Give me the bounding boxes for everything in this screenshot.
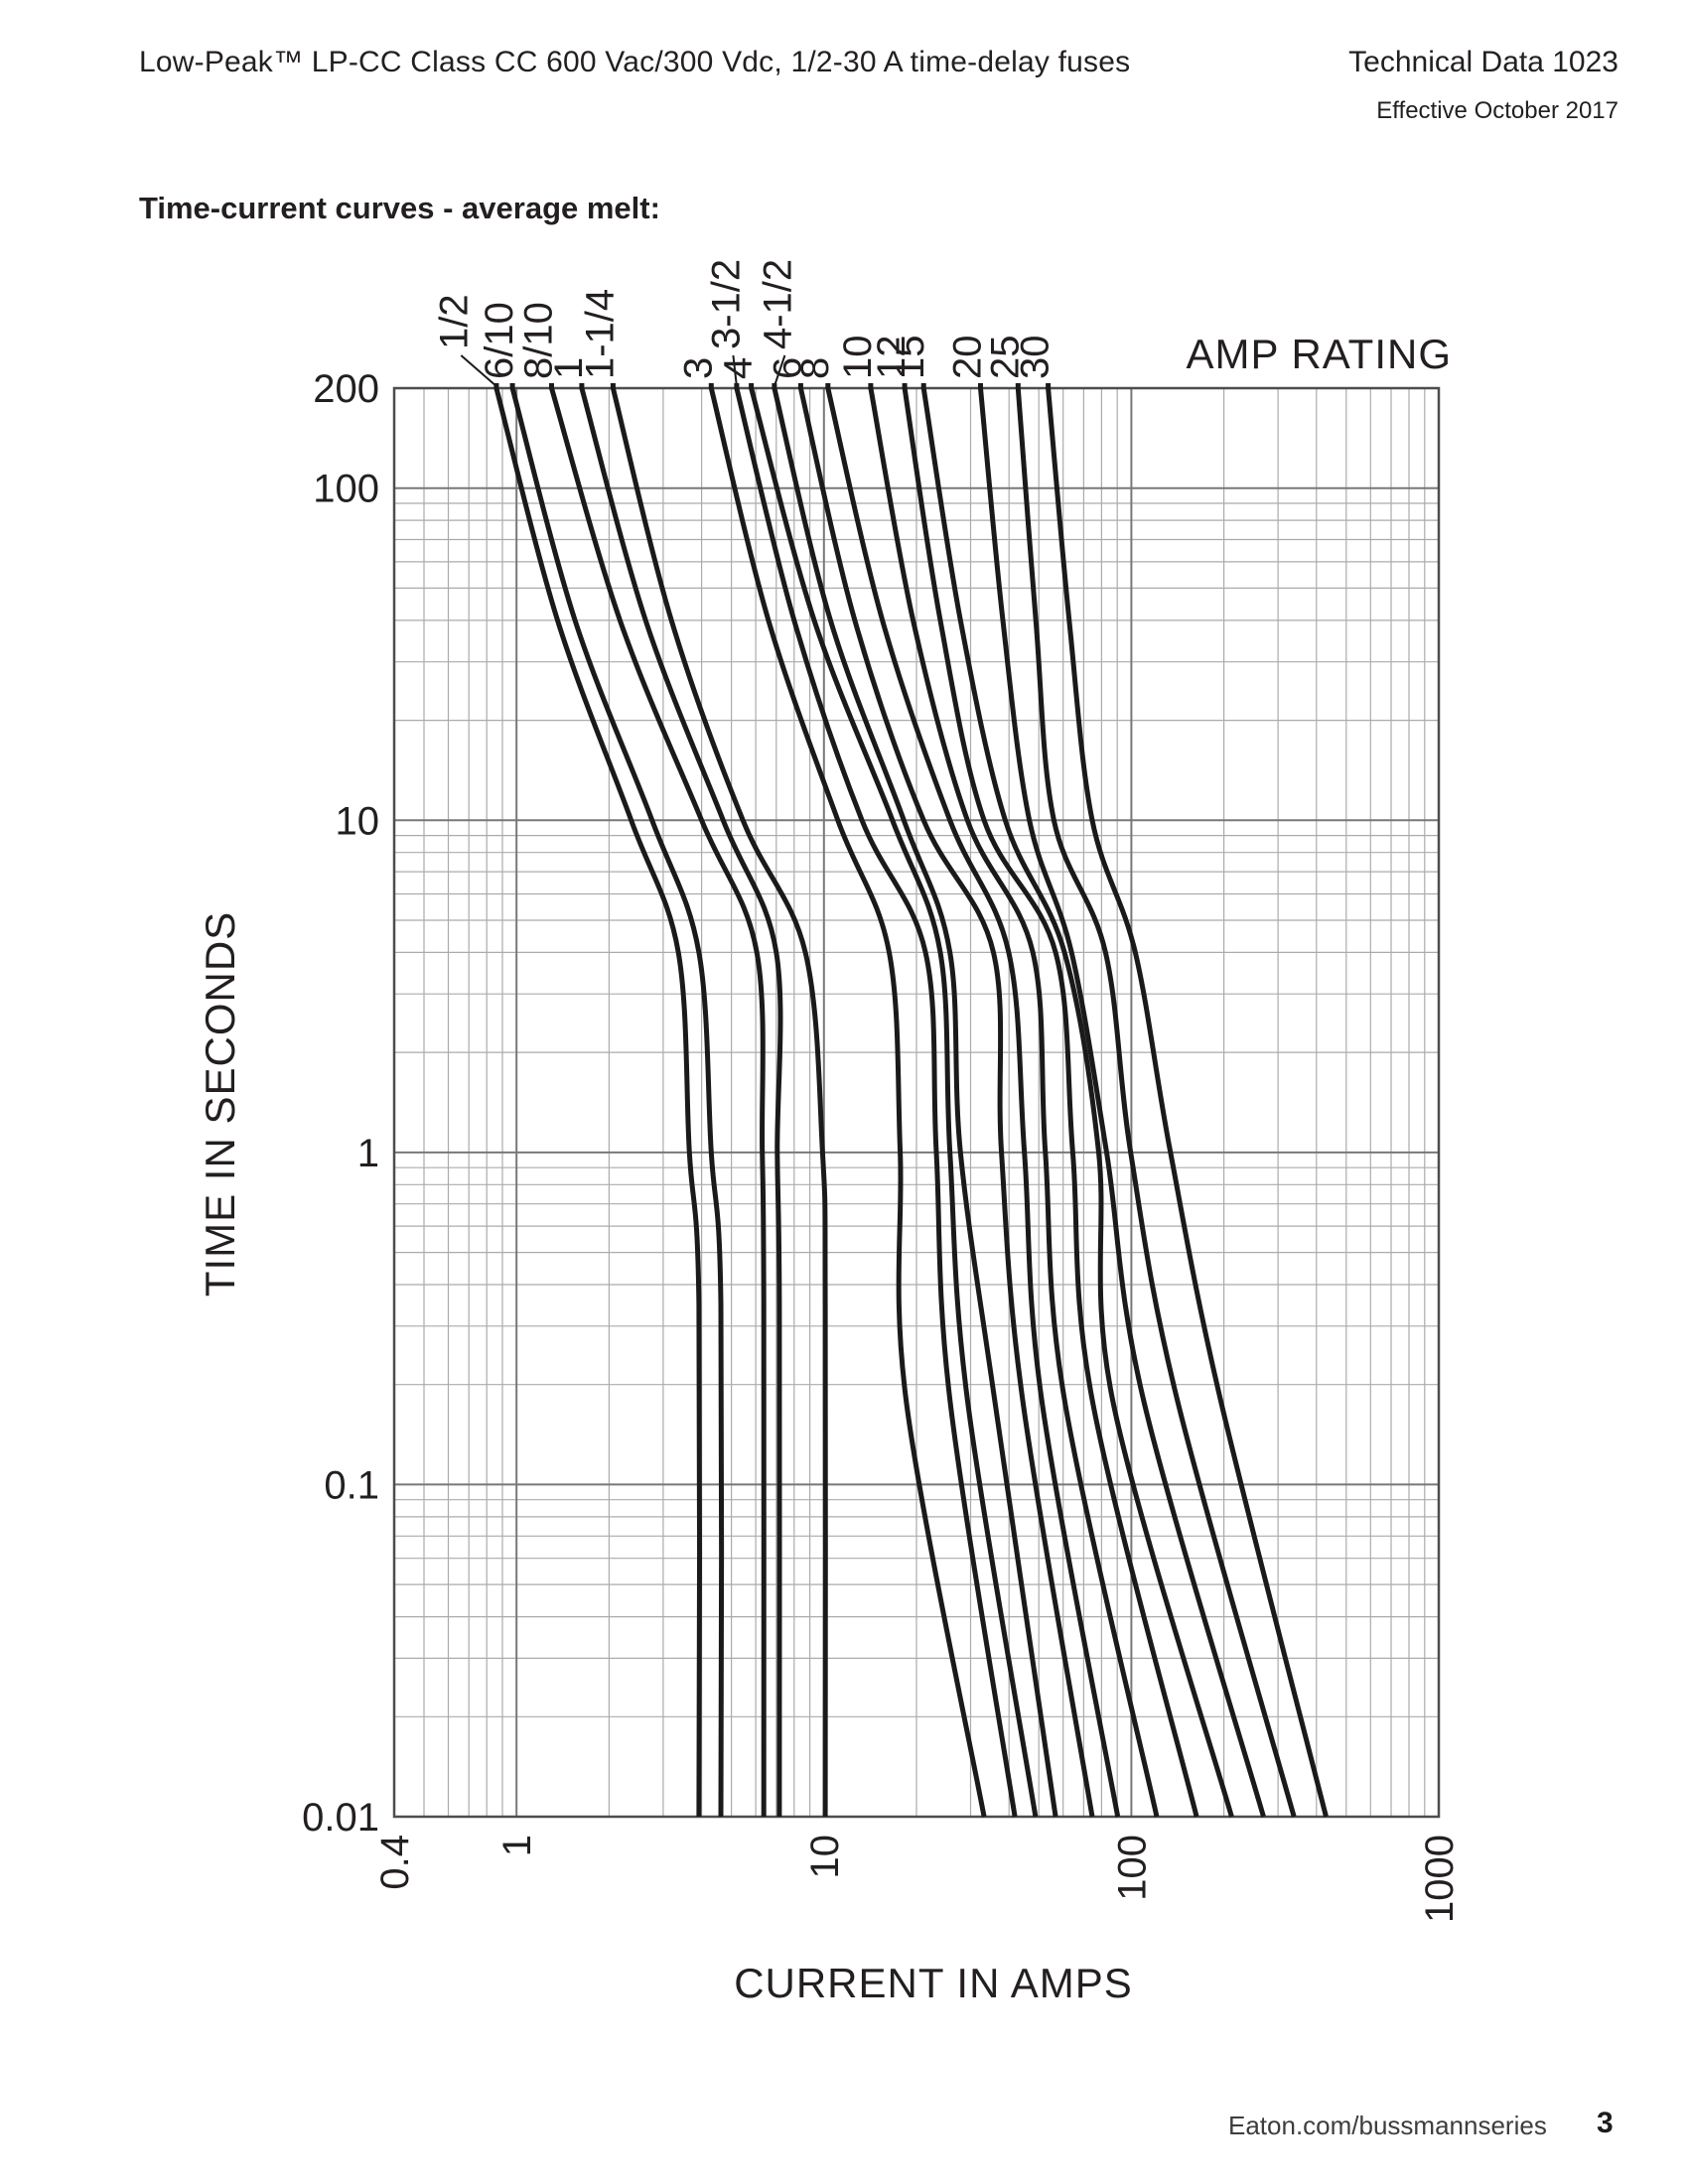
amp-label-12: 12: [870, 336, 914, 380]
y-tick-1: 1: [357, 1132, 379, 1175]
amp-label-1-1/4: 1-1/4: [578, 289, 622, 379]
x-tick-1000: 1000: [1418, 1835, 1462, 1923]
curve-15: [920, 383, 1234, 1818]
y-tick-10: 10: [336, 799, 380, 843]
curve-1-1/4: [610, 383, 828, 1818]
amp-label-8/10: 8/10: [517, 302, 561, 379]
y-tick-0.01: 0.01: [302, 1796, 379, 1840]
curve-3: [708, 383, 987, 1818]
amp-label-3-1/2: 3-1/2: [704, 259, 748, 349]
y-tick-100: 100: [313, 468, 379, 511]
amp-label-1/2: 1/2: [432, 294, 476, 349]
amp-label-6/10: 6/10: [478, 302, 521, 379]
document-title: Low-Peak™ LP-CC Class CC 600 Vac/300 Vdc…: [139, 46, 1131, 78]
amp-label-4: 4: [717, 357, 761, 379]
plot-frame: [392, 386, 1441, 1819]
page-number: 3: [1597, 2107, 1614, 2139]
curve-6: [797, 383, 1095, 1818]
grid-minor: [394, 388, 1439, 1817]
x-tick-10: 10: [803, 1835, 847, 1879]
amp-label-4-1/2: 4-1/2: [756, 259, 799, 349]
y-axis-title: TIME IN SECONDS: [197, 911, 243, 1297]
amp-label-leader: [460, 354, 497, 387]
amp-label-1: 1: [547, 357, 591, 379]
y-tick-0.1: 0.1: [324, 1463, 379, 1507]
amp-label-leader: [773, 354, 786, 387]
x-tick-0.4: 0.4: [373, 1835, 417, 1890]
amp-rating-title: AMP RATING: [1187, 331, 1452, 377]
amp-label-30: 30: [1014, 336, 1057, 380]
curve-10: [868, 383, 1160, 1818]
curve-6/10: [509, 383, 725, 1818]
curve-4-1/2: [772, 383, 1058, 1818]
document-number: Technical Data 1023: [1348, 46, 1618, 78]
x-tick-1: 1: [495, 1835, 539, 1856]
effective-date: Effective October 2017: [1376, 97, 1618, 124]
amp-label-8: 8: [793, 357, 837, 379]
curve-3-1/2: [734, 383, 1018, 1818]
curve-12: [902, 383, 1199, 1818]
amp-label-20: 20: [946, 336, 990, 380]
curve-8/10: [549, 383, 767, 1818]
grid-major: [394, 388, 1439, 1817]
amp-label-leader: [732, 354, 738, 387]
curve-1: [579, 383, 783, 1818]
amp-label-6: 6: [766, 357, 809, 379]
curve-30: [1046, 383, 1329, 1818]
y-tick-200: 200: [313, 367, 379, 411]
curve-1/2: [493, 383, 703, 1818]
amp-label-25: 25: [983, 336, 1027, 380]
x-axis-title: CURRENT IN AMPS: [734, 1960, 1133, 2006]
section-title: Time-current curves - average melt:: [139, 191, 660, 225]
curve-25: [1015, 383, 1297, 1818]
fuse-curves: [493, 383, 1329, 1818]
document-meta: Technical Data 1023 Effective October 20…: [1348, 46, 1618, 125]
curve-8: [825, 383, 1121, 1818]
curve-20: [978, 383, 1266, 1818]
curve-4: [749, 383, 1039, 1818]
x-tick-100: 100: [1110, 1835, 1154, 1901]
amp-label-10: 10: [836, 336, 880, 380]
amp-label-15: 15: [889, 336, 932, 380]
footer-url[interactable]: Eaton.com/bussmannseries: [1228, 2111, 1547, 2140]
amp-label-3: 3: [676, 357, 720, 379]
